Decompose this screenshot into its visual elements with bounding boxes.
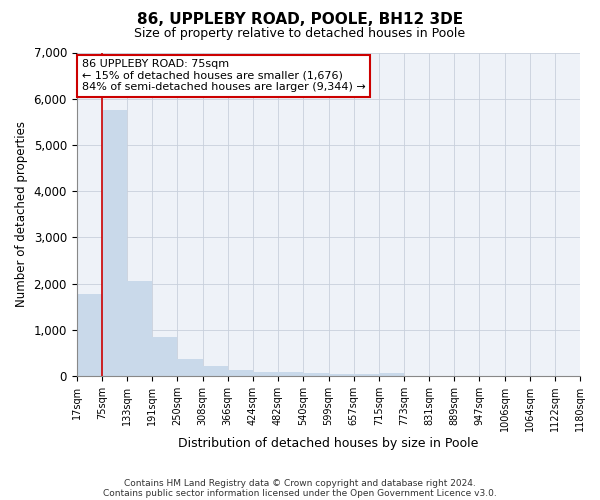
Bar [152,338,178,376]
Bar [303,374,329,376]
Text: 86 UPPLEBY ROAD: 75sqm
← 15% of detached houses are smaller (1,676)
84% of semi-: 86 UPPLEBY ROAD: 75sqm ← 15% of detached… [82,59,365,92]
Bar [353,374,379,376]
Bar [278,372,303,376]
Text: Contains HM Land Registry data © Crown copyright and database right 2024.: Contains HM Land Registry data © Crown c… [124,478,476,488]
Bar [203,366,228,376]
Bar [102,110,127,376]
Text: Size of property relative to detached houses in Poole: Size of property relative to detached ho… [134,28,466,40]
Bar [228,370,253,376]
Bar [77,294,102,376]
Bar [178,359,203,376]
Bar [253,372,278,376]
Bar [127,281,152,376]
X-axis label: Distribution of detached houses by size in Poole: Distribution of detached houses by size … [178,437,479,450]
Y-axis label: Number of detached properties: Number of detached properties [15,122,28,308]
Text: Contains public sector information licensed under the Open Government Licence v3: Contains public sector information licen… [103,488,497,498]
Bar [379,374,404,376]
Text: 86, UPPLEBY ROAD, POOLE, BH12 3DE: 86, UPPLEBY ROAD, POOLE, BH12 3DE [137,12,463,28]
Bar [329,374,353,376]
